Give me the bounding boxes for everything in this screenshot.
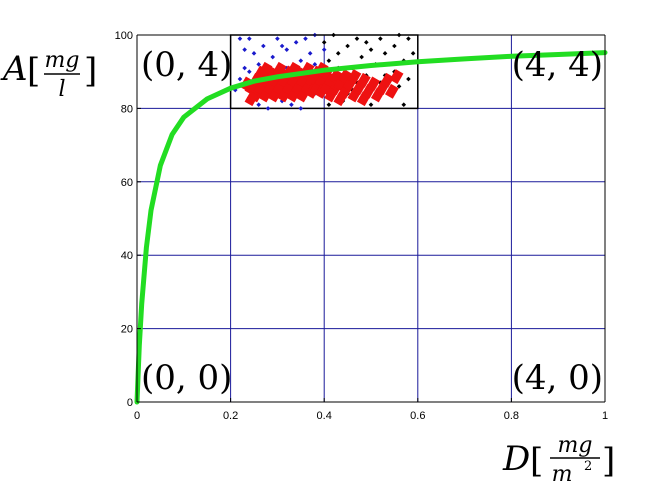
point-blue-6 <box>251 51 257 56</box>
point-red-59 <box>324 87 338 103</box>
point-red-54 <box>258 61 273 77</box>
x-label-bracket-close: ] <box>602 441 615 481</box>
point-black-19 <box>382 51 388 56</box>
y-label-bracket-close: ] <box>84 51 97 91</box>
x-label-frac-num: mg <box>558 433 593 458</box>
x-tick-label: 0 <box>134 410 140 422</box>
point-black-25 <box>401 102 407 108</box>
point-blue-22 <box>298 106 304 111</box>
corner-label: (0, 4) <box>141 45 232 85</box>
point-blue-21 <box>293 40 299 45</box>
y-axis-label: A [ mg l ] <box>0 48 97 102</box>
y-tick-label: 40 <box>121 250 133 262</box>
point-blue-37 <box>312 62 318 67</box>
axes <box>136 34 606 403</box>
point-blue-31 <box>247 69 252 74</box>
point-blue-35 <box>289 102 294 108</box>
point-black-22 <box>392 43 397 49</box>
y-label-main: A <box>0 49 28 89</box>
point-blue-30 <box>237 36 243 41</box>
point-black-36 <box>326 102 332 108</box>
point-blue-36 <box>303 36 308 41</box>
y-label-bracket-open: [ <box>27 51 40 91</box>
point-blue-19 <box>284 47 290 52</box>
curve-layer <box>134 50 608 405</box>
point-blue-8 <box>256 62 261 67</box>
y-tick-label: 100 <box>115 30 133 42</box>
point-blue-9 <box>256 102 261 108</box>
point-blue-14 <box>270 54 276 60</box>
point-red-60 <box>333 91 348 107</box>
point-black-10 <box>354 36 360 41</box>
x-tick-label: 0.2 <box>223 410 238 422</box>
point-black-32 <box>364 40 369 45</box>
point-blue-10 <box>261 43 266 49</box>
x-axis-label: D [ mg m 2 ] <box>502 433 615 484</box>
point-blue-13 <box>265 106 271 111</box>
corner-label: (0, 0) <box>141 358 232 398</box>
x-tick-label: 0.6 <box>410 410 425 422</box>
point-black-18 <box>378 36 383 41</box>
point-black-15 <box>368 102 374 108</box>
corner-label: (4, 4) <box>512 45 603 85</box>
corner-labels: (0, 4) (4, 4) (0, 0) (4, 0) <box>141 45 603 398</box>
point-blue-3 <box>242 65 247 71</box>
point-red-40 <box>347 69 362 85</box>
point-blue-34 <box>279 43 285 49</box>
y-label-frac-num: mg <box>45 48 80 73</box>
point-black-11 <box>359 54 364 60</box>
point-black-7 <box>345 43 350 49</box>
point-blue-23 <box>298 58 304 63</box>
y-label-frac-den: l <box>58 77 65 102</box>
y-tick-label: 20 <box>121 324 133 336</box>
point-black-23 <box>396 84 402 89</box>
point-blue-2 <box>242 47 247 52</box>
x-tick-label: 1 <box>602 410 608 422</box>
y-tick-label: 60 <box>121 177 133 189</box>
x-label-frac-den-sup: 2 <box>584 459 592 474</box>
point-red-34 <box>328 69 343 85</box>
point-red-37 <box>338 69 352 85</box>
point-red-55 <box>272 61 287 77</box>
point-blue-1 <box>237 76 243 82</box>
point-blue-16 <box>275 36 280 41</box>
x-label-bracket-open: [ <box>530 441 543 481</box>
x-tick-labels: 0 0.2 0.4 0.6 0.8 1 <box>134 398 608 422</box>
corner-label: (4, 0) <box>512 358 603 398</box>
point-red-50 <box>384 83 399 99</box>
point-blue-25 <box>307 51 313 56</box>
x-label-main: D <box>502 439 530 479</box>
point-black-26 <box>406 36 411 41</box>
point-red-46 <box>366 76 381 92</box>
fit-curve <box>134 50 608 405</box>
y-tick-label: 80 <box>121 103 133 115</box>
y-tick-labels: 0 20 40 60 80 100 <box>115 30 141 409</box>
point-blue-4 <box>247 36 252 41</box>
y-tick-label: 0 <box>127 397 133 409</box>
point-black-27 <box>406 76 411 82</box>
point-blue-29 <box>321 47 327 52</box>
point-red-43 <box>356 72 371 88</box>
point-red-53 <box>244 91 259 107</box>
x-label-frac-den: m <box>552 462 573 484</box>
point-black-4 <box>335 51 341 56</box>
point-black-14 <box>368 47 374 52</box>
point-black-0 <box>321 40 327 45</box>
point-black-28 <box>410 51 416 56</box>
x-tick-label: 0.8 <box>504 410 519 422</box>
x-tick-label: 0.4 <box>317 410 332 422</box>
point-red-51 <box>389 69 404 85</box>
point-black-1 <box>326 58 332 63</box>
point-red-49 <box>380 72 395 88</box>
